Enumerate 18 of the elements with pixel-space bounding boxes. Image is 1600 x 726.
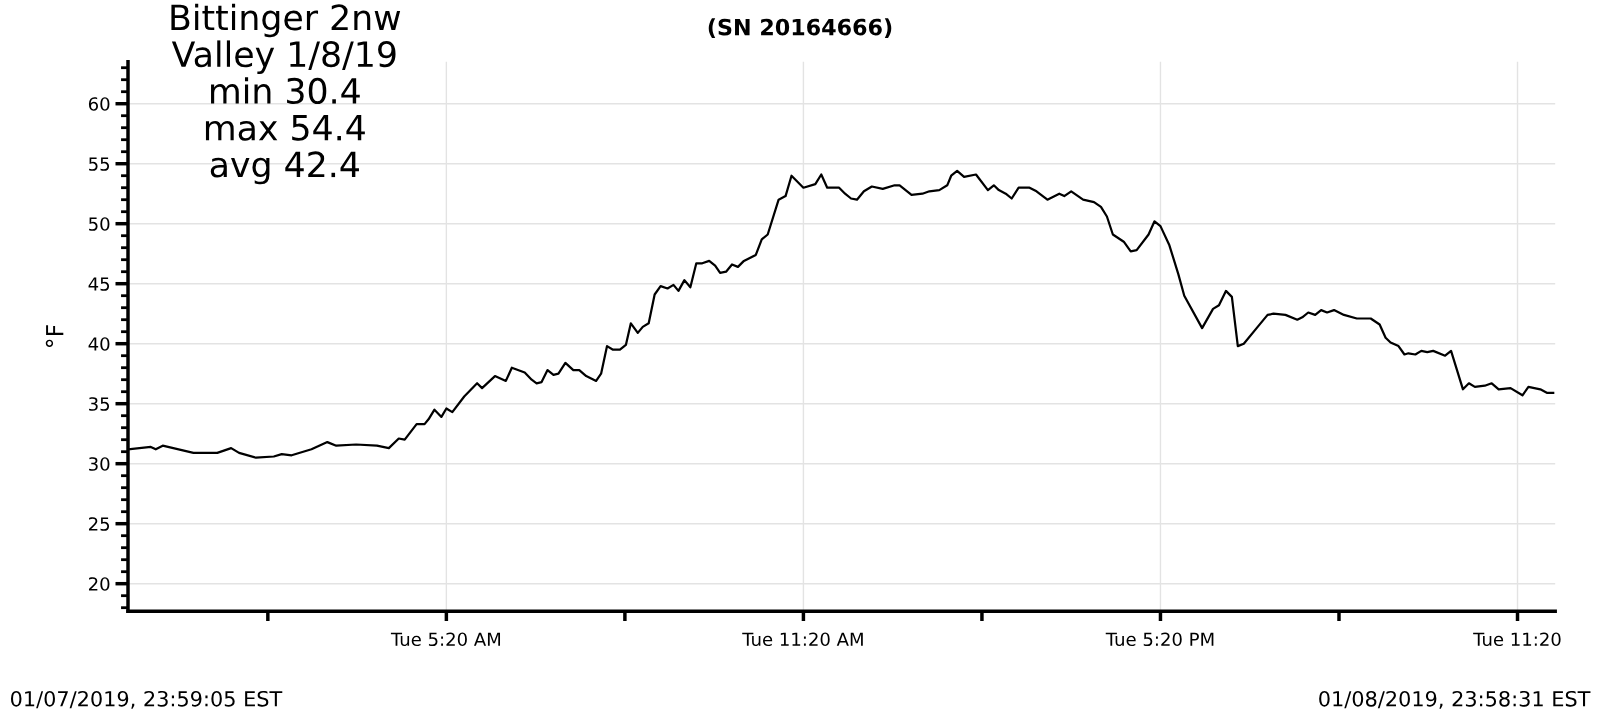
x-tick-label: Tue 5:20 PM bbox=[1105, 632, 1214, 647]
chart-title: (SN 20164666) bbox=[708, 18, 892, 39]
y-tick-label: 40 bbox=[88, 337, 110, 351]
y-tick-label: 20 bbox=[88, 577, 110, 591]
y-axis-title: °F bbox=[45, 325, 64, 347]
y-tick-label: 30 bbox=[89, 457, 110, 471]
text: 01/07/2019, 23:59:05 EST bbox=[10, 690, 283, 709]
x-tick-label: Tue 5:20 AM bbox=[390, 632, 501, 647]
y-tick-label: 45 bbox=[88, 277, 110, 291]
y-tick-label: 25 bbox=[88, 517, 110, 531]
y-tick-label: 50 bbox=[89, 217, 110, 231]
text: 01/08/2019, 23:58:31 EST bbox=[1319, 690, 1591, 709]
y-tick-label: 60 bbox=[88, 97, 110, 111]
x-tick-label: Tue 11:20 AM bbox=[742, 632, 863, 647]
y-tick-label: 55 bbox=[89, 157, 110, 171]
x-tick-label: Tue 11:20 bbox=[1473, 632, 1561, 647]
annotation: Bittinger 2nw Valley 1/8/19 min 30.4 max 54.4 avg 42.4 bbox=[171, 3, 401, 185]
y-tick-label: 35 bbox=[89, 397, 110, 411]
